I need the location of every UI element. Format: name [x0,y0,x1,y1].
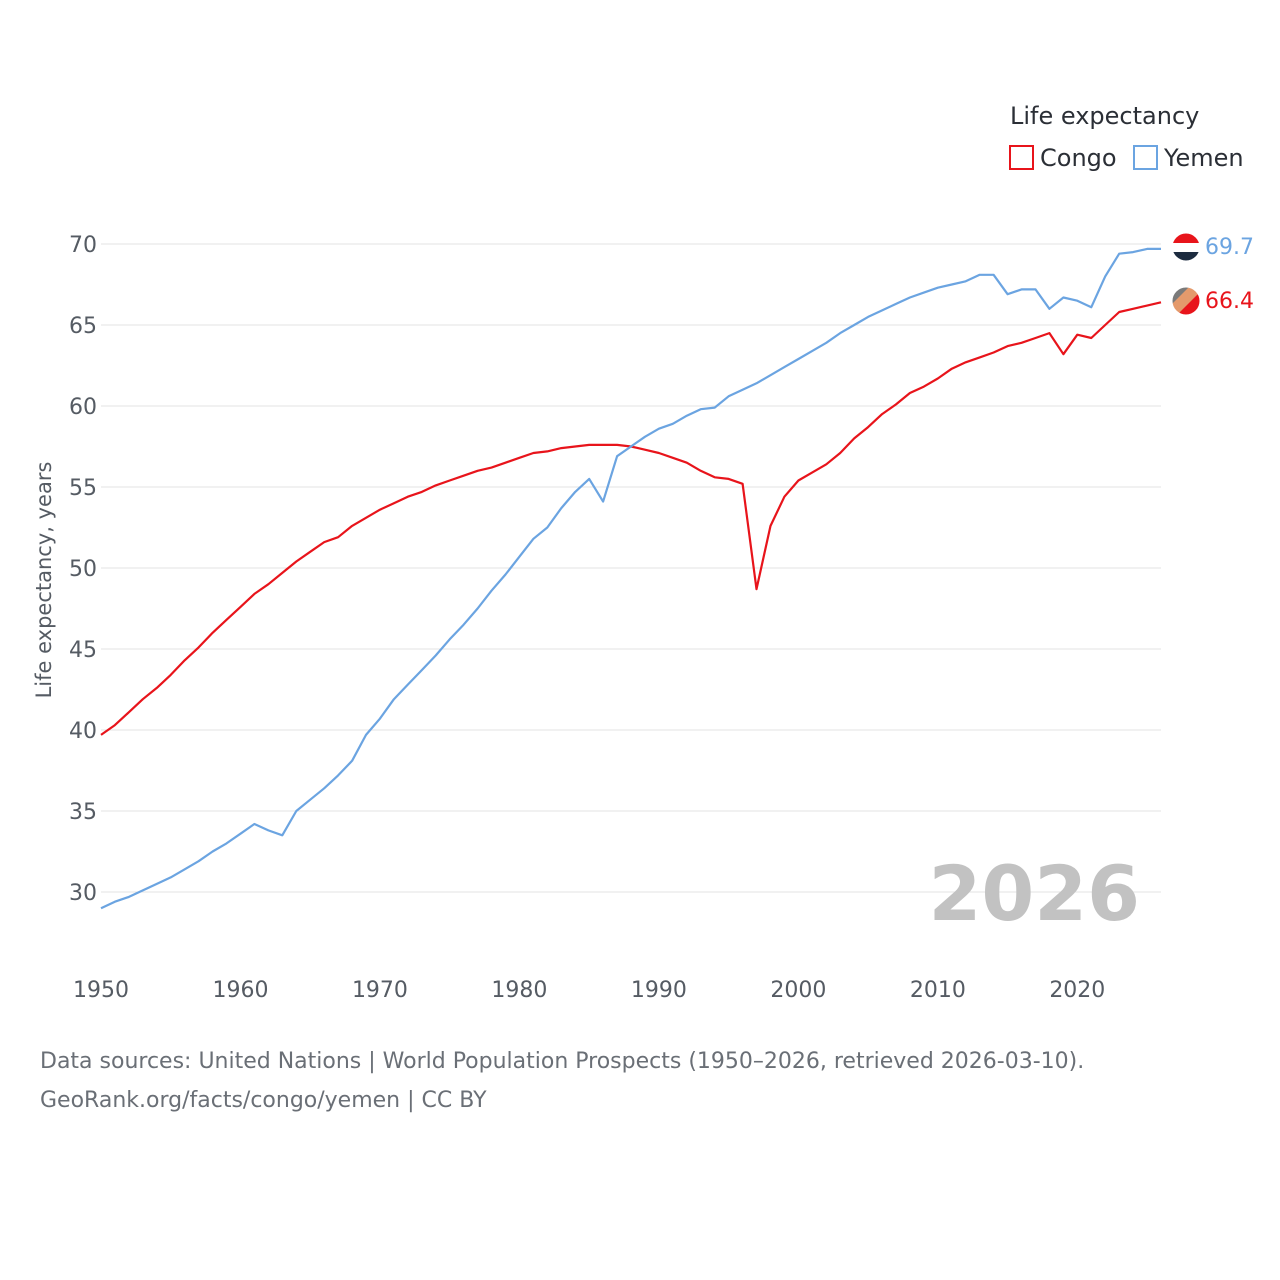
yemen-end-value: 69.7 [1205,235,1254,260]
y-axis-label: Life expectancy, years [32,462,56,699]
x-tick-label: 2000 [770,978,826,1003]
legend-swatch-congo[interactable] [1009,145,1034,170]
x-tick-label: 1960 [212,978,268,1003]
y-tick-label: 60 [69,395,97,420]
y-tick-label: 65 [69,314,97,339]
footer: Data sources: United Nations | World Pop… [40,1042,1084,1120]
y-tick-label: 70 [69,233,97,258]
congo-flag-icon [1172,287,1200,315]
legend: Life expectancy Congo Yemen [1009,102,1244,172]
x-tick-label: 1950 [73,978,129,1003]
series-line-yemen[interactable] [100,247,1161,910]
source-note: Data sources: United Nations | World Pop… [40,1049,1085,1074]
x-axis-ticks: 1950 1960 1970 1980 1990 2000 2010 2020 [73,978,1105,1003]
x-tick-label: 1980 [491,978,547,1003]
x-tick-label: 2020 [1049,978,1105,1003]
legend-label-yemen[interactable]: Yemen [1163,144,1244,172]
credit-note: GeoRank.org/facts/congo/yemen | CC BY [40,1088,487,1113]
y-tick-label: 30 [69,881,97,906]
series-lines [100,247,1162,910]
y-tick-label: 45 [69,638,97,663]
y-axis-ticks: 30 35 40 45 50 55 60 65 70 [69,233,97,906]
x-tick-label: 2010 [910,978,966,1003]
legend-swatch-yemen[interactable] [1133,145,1158,170]
legend-label-congo[interactable]: Congo [1040,144,1117,172]
year-watermark: 2026 [928,849,1140,938]
y-tick-label: 40 [69,719,97,744]
series-line-congo[interactable] [100,301,1162,736]
yemen-flag-icon [1172,233,1200,261]
grid-lines [101,243,1161,893]
x-tick-label: 1990 [631,978,687,1003]
y-tick-label: 35 [69,800,97,825]
legend-title: Life expectancy [1010,102,1199,130]
x-tick-label: 1970 [352,978,408,1003]
y-tick-label: 55 [69,476,97,501]
y-tick-label: 50 [69,557,97,582]
congo-end-value: 66.4 [1205,289,1254,314]
